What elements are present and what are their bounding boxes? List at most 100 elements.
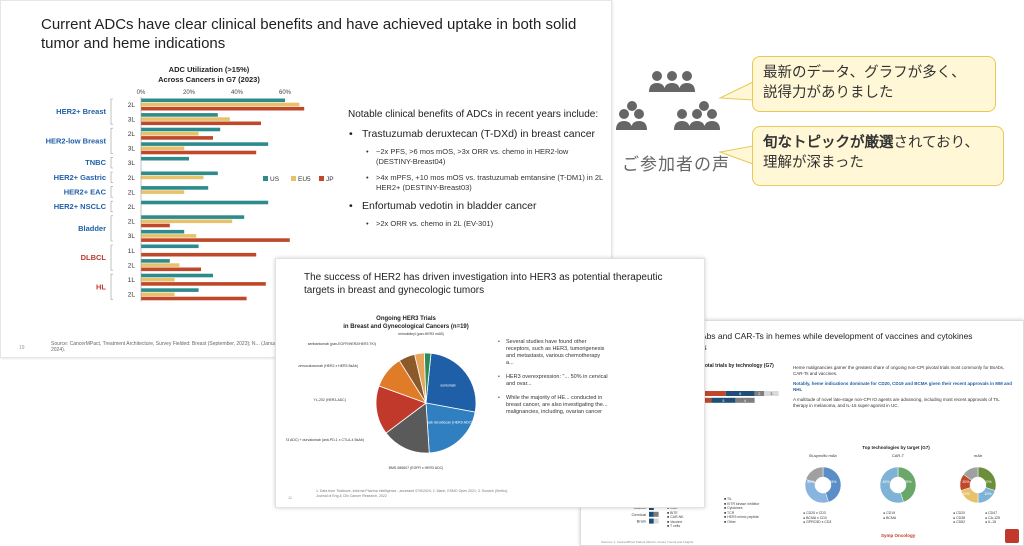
donut-segment	[879, 466, 904, 504]
bar-jp	[141, 296, 247, 301]
bullet-ev: Enfortumab vedotin in bladder cancer	[349, 199, 603, 213]
pie-slice-label: zenocutuzumab (HER2 x HER3 BsAb)	[298, 364, 358, 368]
bubble1-line1: 最新のデータ、グラフが多く、	[763, 65, 966, 81]
her3-bullet-2: HER3 overexpression: "... 50% in cervica…	[498, 374, 608, 388]
group-label: HL	[96, 282, 106, 291]
bar-eu5	[141, 131, 199, 136]
line-label: 2L	[128, 175, 136, 182]
group-label: HER2-low Breast	[46, 136, 107, 145]
donut-segment	[805, 466, 824, 483]
her3-trials-pie: sonlumab patritumab deruxtecan (HER3-ADC)…	[286, 332, 477, 470]
group-bracket	[110, 215, 113, 242]
line-label: 2L	[128, 189, 136, 196]
line-label: 3L	[128, 160, 136, 167]
pie-slice	[425, 352, 477, 413]
bar-eu5	[141, 146, 185, 151]
person-icon	[704, 109, 720, 130]
slide2-footnote: 1. Data from Trialtrove, Informa Pharma …	[316, 489, 509, 498]
stacked-bar-segment	[711, 397, 736, 403]
legend-item: ■ Vaccine	[667, 519, 683, 524]
bar-jp	[141, 238, 290, 242]
pie-slice-label: YL-202 (HER3-ADC)	[314, 398, 346, 402]
bar-us	[141, 215, 245, 219]
bubble1-line2: 説得力がありました	[763, 85, 894, 101]
adc-chart-title: ADC Utilization (>15%) Across Cancers in…	[139, 65, 279, 85]
bar-us	[141, 288, 199, 292]
bar-us	[141, 171, 218, 176]
donut-segment	[822, 466, 842, 503]
target-item: ● CD19	[883, 511, 896, 515]
stacked-bar-segment	[735, 397, 755, 403]
bar-eu5	[141, 219, 233, 224]
donut-pct: 10%	[962, 492, 970, 496]
line-label: 1L	[128, 248, 136, 255]
target-item: ● CD20	[953, 511, 966, 515]
pie-slice	[375, 385, 427, 434]
donut-pct: 45%	[882, 480, 890, 484]
legend-item: ■ CAR-NK	[667, 515, 684, 519]
pie-slice	[385, 402, 430, 454]
her3-pie-title-line2: in Breast and Gynecological Cancers (n=1…	[343, 324, 469, 330]
x-tick-label: 40%	[231, 90, 244, 96]
group-bracket	[110, 171, 113, 183]
slide1-title: Current ADCs have clear clinical benefit…	[41, 16, 577, 52]
legend-item: ■ TIL	[724, 497, 733, 501]
x-tick-label: 20%	[183, 90, 196, 96]
slide2-page-number: 11	[288, 495, 293, 500]
group-bracket	[110, 244, 113, 271]
bar-us	[141, 259, 170, 263]
target-item: ● BCMA	[883, 515, 897, 520]
bar-eu5	[141, 117, 230, 121]
pie-slice-label: BMS-986507 (EGFR x HER3 ADC) + durvaluma…	[286, 438, 364, 442]
feedback-bubble-2: 旬なトピックが厳選されており、 理解が深まった	[752, 126, 1004, 186]
slide3-footer: Sources: 1. CancerMPact Patient Metrics,…	[601, 540, 694, 544]
legend-item: ■ TCR	[724, 510, 735, 515]
group-bracket	[110, 200, 113, 213]
notable-head: Notable clinical benefits of ADCs in rec…	[348, 109, 599, 120]
bar-us	[141, 127, 221, 132]
segment-value: 2	[758, 392, 760, 396]
commentary-p1: Heme malignancies garner the greatest sh…	[793, 365, 1005, 376]
stacked-bar-segment	[754, 391, 765, 396]
person-icon	[627, 101, 637, 111]
bar-us	[141, 156, 189, 161]
slide3-commentary: Heme malignancies garner the greatest sh…	[793, 365, 1015, 413]
bar-eu5	[141, 292, 175, 297]
legend-item: ■ Cytokines	[724, 506, 743, 510]
bar-eu5	[141, 102, 300, 107]
adc-chart-title-line1: ADC Utilization (>15%)	[168, 65, 250, 74]
pie-slice-label: BMS-986507 (EGFR x HER3 ADC)	[389, 466, 444, 470]
her3-pie-title: Ongoing HER3 Trials in Breast and Gyneco…	[326, 315, 486, 331]
group-label: TNBC	[85, 158, 106, 167]
group-label: HER2+ EAC	[64, 187, 107, 196]
line-label: 2L	[128, 131, 136, 138]
pie-slice-label: patritumab deruxtecan (HER3-ADC)	[416, 421, 472, 425]
stacked-bar-segment	[649, 511, 654, 517]
donut-segment	[977, 466, 997, 491]
target-list: ● CD19 ● BCMA	[883, 511, 933, 520]
legend-item: ■ Other	[724, 519, 736, 524]
target-item: ● BCMA x CD3	[803, 515, 827, 520]
bar-us	[141, 244, 199, 249]
segment-value: 6	[739, 392, 741, 396]
group-bracket	[110, 186, 113, 198]
legend-item: ■ BiTE	[667, 510, 678, 515]
legend-swatch	[263, 176, 268, 181]
stacked-bar-segment	[653, 518, 659, 524]
stacked-bar-segment	[653, 511, 659, 517]
x-tick-label: 60%	[279, 90, 292, 96]
person-icon	[699, 101, 709, 111]
group-label: Bladder	[78, 224, 106, 233]
target-item: ● CA-125	[985, 515, 1000, 520]
bar-us	[141, 113, 218, 117]
segment-value: 3	[770, 392, 772, 396]
tech-donuts: Bi-specific mAb 65% 45% CAR-T 45% 55% mAb 30% 10…	[804, 453, 997, 504]
donut-label: CAR-T	[892, 453, 905, 458]
symp-oncology-brand: Symp Oncology	[881, 533, 916, 538]
donut-pct: 30%	[962, 480, 970, 484]
commentary-p3: A multitude of novel late-stage non-CPI …	[793, 397, 1000, 408]
category-label: Cervical	[632, 512, 647, 517]
bullet-tdxd-sub2: >4x mPFS, +10 mos mOS vs. trastuzumab em…	[366, 173, 603, 193]
bar-us	[141, 273, 213, 278]
